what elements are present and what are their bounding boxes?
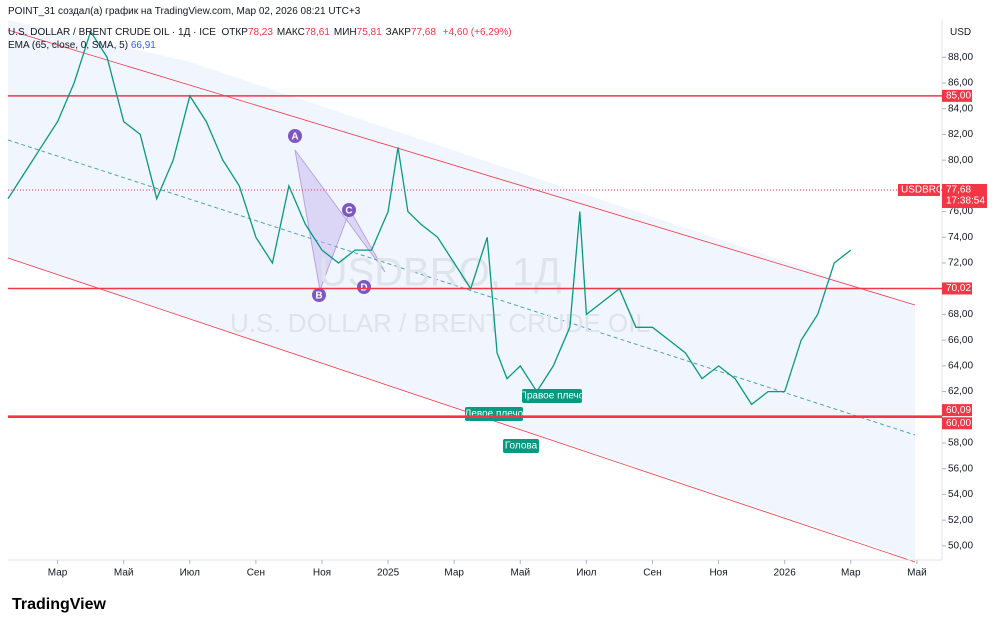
pattern xyxy=(294,149,386,292)
ohlc-label: ОТКР xyxy=(221,27,248,38)
symbol-line: U.S. DOLLAR / BRENT CRUDE OIL · 1Д · ICE… xyxy=(8,27,512,38)
level-label: 60,09 xyxy=(946,405,971,416)
point-marker xyxy=(312,288,326,302)
x-tick-label: Мар xyxy=(48,568,68,579)
price-line xyxy=(7,30,852,406)
x-tick-label: 2026 xyxy=(774,568,797,579)
currency: USD xyxy=(950,27,972,38)
y-tick-label: 50,00 xyxy=(948,540,973,551)
y-tick-label: 76,00 xyxy=(948,206,973,217)
y-tick-label: 72,00 xyxy=(948,258,973,269)
pattern-label: Голова xyxy=(505,441,538,452)
ohlc-value: 75,81 xyxy=(356,27,382,38)
x-tick-label: Июл xyxy=(576,568,596,579)
x-tick-label: Мар xyxy=(841,568,861,579)
x-tick-label: Май xyxy=(907,568,927,579)
point-label: B xyxy=(315,291,322,302)
x-tick-label: Мар xyxy=(444,568,464,579)
label-box xyxy=(465,407,523,421)
y-tick-label: 84,00 xyxy=(948,103,973,114)
y-tick-label: 86,00 xyxy=(948,78,973,89)
symbol: U.S. DOLLAR / BRENT CRUDE OIL · 1Д · ICE xyxy=(8,27,216,38)
point-marker xyxy=(342,203,356,217)
last-tag xyxy=(898,183,940,196)
ohlc-label: МАКС xyxy=(276,27,305,38)
ohlc-label: МИН xyxy=(333,27,357,38)
last-tag xyxy=(942,183,987,208)
y-tick-label: 56,00 xyxy=(948,463,973,474)
x-tick-label: Май xyxy=(510,568,530,579)
level-tag xyxy=(942,89,972,102)
y-tick-label: 74,00 xyxy=(948,232,973,243)
y-tick-label: 58,00 xyxy=(948,438,973,449)
last-price: 77,68 xyxy=(946,185,971,196)
point-label: C xyxy=(345,206,352,217)
countdown: 17:38:54 xyxy=(946,196,985,207)
point-label: A xyxy=(291,132,298,143)
level-label: 60,00 xyxy=(946,418,971,429)
y-tick-label: 52,00 xyxy=(948,515,973,526)
level-tag xyxy=(942,417,972,430)
x-tick-label: Июл xyxy=(180,568,200,579)
y-tick-label: 66,00 xyxy=(948,335,973,346)
ohlc: ОТКР78,23 МАКС78,61 МИН75,81 ЗАКР77,68 xyxy=(222,27,440,38)
y-tick-label: 80,00 xyxy=(948,155,973,166)
watermark: U.S. DOLLAR / BRENT CRUDE OIL xyxy=(230,308,650,338)
ohlc-value: 77,68 xyxy=(410,27,436,38)
y-tick-label: 62,00 xyxy=(948,386,973,397)
indicator: EMA (65, close, 0, SMA, 5) xyxy=(8,40,129,51)
x-tick-label: Ноя xyxy=(313,568,331,579)
level-label: 70,02 xyxy=(946,283,971,294)
y-tick-label: 68,00 xyxy=(948,309,973,320)
last-name: USDBRO xyxy=(901,185,944,196)
indicator-value: 66,91 xyxy=(130,40,156,51)
y-tick-label: 88,00 xyxy=(948,52,973,63)
ohlc-label: ЗАКР xyxy=(385,27,411,38)
change: +4,60 (+6,29%) xyxy=(442,27,512,38)
watermark: USDBRO, 1Д xyxy=(319,251,562,295)
pattern-label: Правое плечо xyxy=(520,391,585,402)
level-label: 85,00 xyxy=(946,90,971,101)
channel-bottom xyxy=(7,257,916,563)
label-box xyxy=(503,439,539,453)
channel-mid xyxy=(7,139,916,436)
channel-fill xyxy=(8,20,915,560)
x-tick-label: 2025 xyxy=(377,568,400,579)
level-tag xyxy=(942,282,972,295)
x-tick-label: Ноя xyxy=(709,568,727,579)
point-marker xyxy=(288,129,302,143)
indicator-line: EMA (65, close, 0, SMA, 5) 66,91 xyxy=(8,40,156,51)
brand: TradingView xyxy=(12,596,107,613)
credit: POINT_31 создал(а) график на TradingView… xyxy=(8,6,361,17)
y-tick-label: 82,00 xyxy=(948,129,973,140)
x-tick-label: Сен xyxy=(247,568,265,579)
x-tick-label: Май xyxy=(114,568,134,579)
channel-top xyxy=(7,29,916,306)
pattern-label: Левое плечо xyxy=(465,409,524,420)
x-tick-label: Сен xyxy=(643,568,661,579)
y-tick-label: 54,00 xyxy=(948,489,973,500)
point-label: D xyxy=(360,283,367,294)
label-box xyxy=(522,389,582,403)
ohlc-value: 78,23 xyxy=(247,27,273,38)
point-marker xyxy=(357,280,371,294)
ohlc-value: 78,61 xyxy=(304,27,330,38)
y-tick-label: 64,00 xyxy=(948,360,973,371)
level-tag xyxy=(942,404,972,417)
